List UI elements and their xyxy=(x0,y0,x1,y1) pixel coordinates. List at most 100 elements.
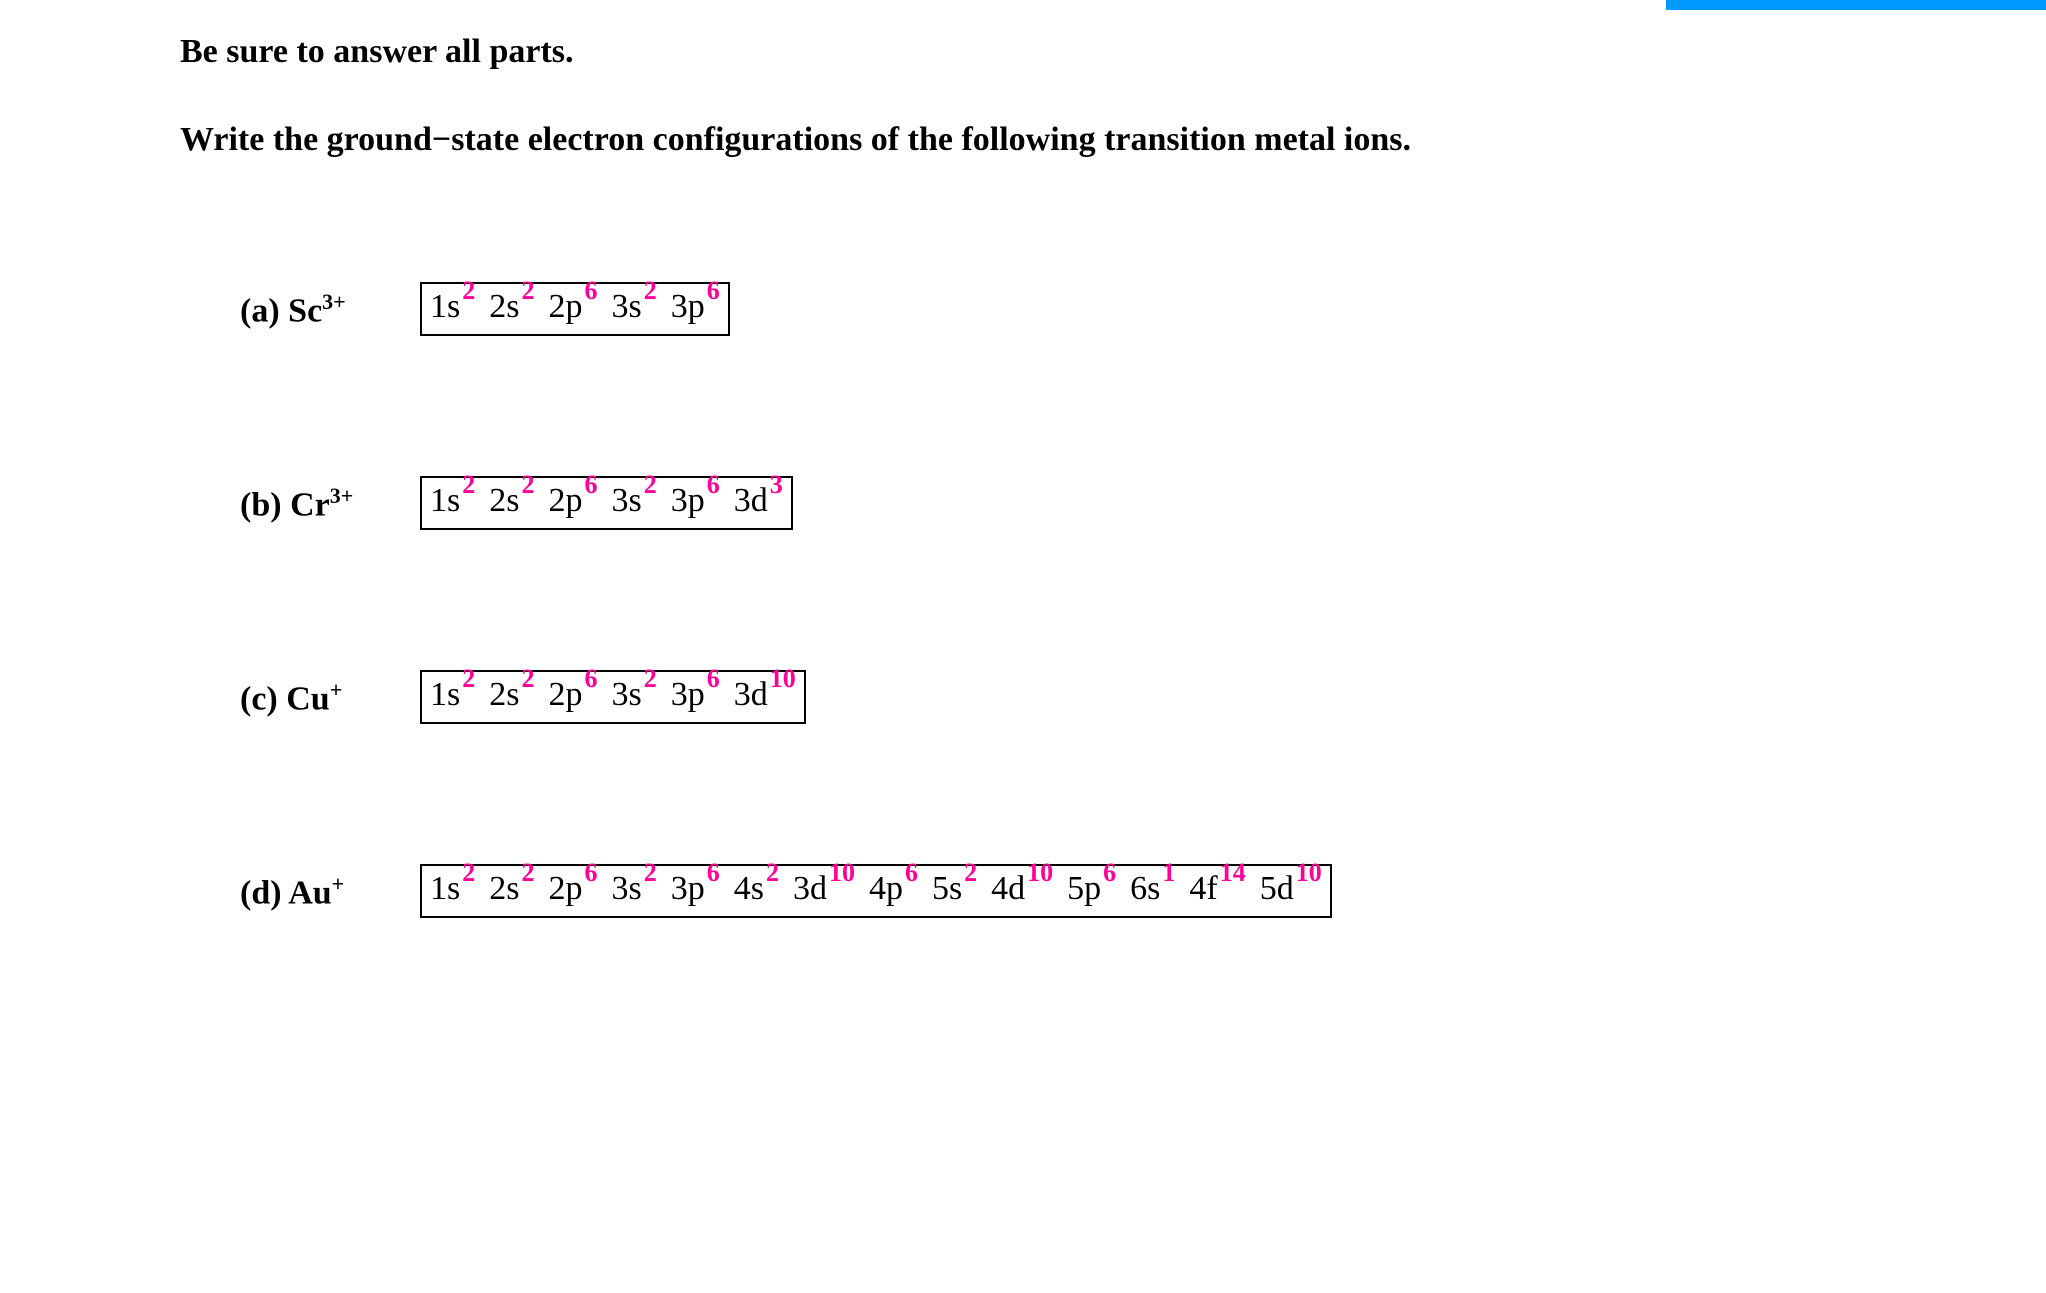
orbital: 1s2 xyxy=(430,482,475,520)
element-symbol: Cr xyxy=(290,486,330,523)
answer-box-c[interactable]: 1s2 2s2 2p6 3s2 3p6 3d10 xyxy=(420,670,806,724)
label-prefix: (b) xyxy=(240,486,290,523)
orbital-exp: 2 xyxy=(766,858,779,888)
orbital-base: 4p xyxy=(869,870,903,908)
orbital: 3p6 xyxy=(671,482,720,520)
element-symbol: Cu xyxy=(286,680,329,717)
orbital: 3s2 xyxy=(611,676,656,714)
question-row-c: (c) Cu+ 1s2 2s2 2p6 3s2 3p6 3d10 xyxy=(240,670,1986,724)
orbital-base: 3s xyxy=(611,288,641,326)
orbital-exp: 14 xyxy=(1220,858,1246,888)
orbital-base: 4d xyxy=(991,870,1025,908)
orbital-exp: 2 xyxy=(521,858,534,888)
instruction-text: Be sure to answer all parts. xyxy=(180,30,1986,74)
answer-box-d[interactable]: 1s2 2s2 2p6 3s2 3p6 4s2 3d10 4p6 5s2 4d1… xyxy=(420,864,1332,918)
orbital-base: 2p xyxy=(548,870,582,908)
prompt-text: Write the ground−state electron configur… xyxy=(180,118,1986,162)
orbital-base: 1s xyxy=(430,676,460,714)
orbital: 2s2 xyxy=(489,870,534,908)
label-prefix: (c) xyxy=(240,680,286,717)
orbital-base: 1s xyxy=(430,870,460,908)
orbital-exp: 2 xyxy=(521,470,534,500)
orbital: 2p6 xyxy=(548,288,597,326)
orbital: 3d10 xyxy=(793,870,855,908)
orbital-exp: 2 xyxy=(462,858,475,888)
orbital-base: 2s xyxy=(489,676,519,714)
orbital-base: 2p xyxy=(548,288,582,326)
orbital: 5s2 xyxy=(932,870,977,908)
orbital: 3s2 xyxy=(611,870,656,908)
orbital-base: 5s xyxy=(932,870,962,908)
orbital-exp: 2 xyxy=(462,664,475,694)
orbital-base: 5d xyxy=(1260,870,1294,908)
orbital: 4f14 xyxy=(1189,870,1245,908)
orbital: 5d10 xyxy=(1260,870,1322,908)
orbital-exp: 6 xyxy=(707,664,720,694)
orbital-exp: 2 xyxy=(644,276,657,306)
orbital-exp: 6 xyxy=(707,470,720,500)
orbital: 3d3 xyxy=(734,482,783,520)
answer-box-b[interactable]: 1s2 2s2 2p6 3s2 3p6 3d3 xyxy=(420,476,793,530)
orbital-exp: 6 xyxy=(707,276,720,306)
orbital-base: 3p xyxy=(671,870,705,908)
element-symbol: Sc xyxy=(288,292,322,329)
orbital-base: 3s xyxy=(611,482,641,520)
orbital-base: 3p xyxy=(671,676,705,714)
orbital: 4d10 xyxy=(991,870,1053,908)
charge: 3+ xyxy=(330,483,354,508)
orbital-base: 3p xyxy=(671,288,705,326)
orbital-exp: 6 xyxy=(584,470,597,500)
orbital-exp: 6 xyxy=(905,858,918,888)
orbital: 6s1 xyxy=(1130,870,1175,908)
orbital-base: 4s xyxy=(734,870,764,908)
orbital: 3p6 xyxy=(671,676,720,714)
orbital-base: 3p xyxy=(671,482,705,520)
orbital: 3d10 xyxy=(734,676,796,714)
orbital-exp: 1 xyxy=(1162,858,1175,888)
element-symbol: Au xyxy=(288,874,331,911)
orbital-exp: 10 xyxy=(1027,858,1053,888)
orbital-exp: 2 xyxy=(644,858,657,888)
orbital-base: 1s xyxy=(430,288,460,326)
orbital: 2s2 xyxy=(489,676,534,714)
orbital: 2p6 xyxy=(548,482,597,520)
orbital: 1s2 xyxy=(430,676,475,714)
orbital: 3p6 xyxy=(671,870,720,908)
question-label-a: (a) Sc3+ xyxy=(240,289,420,330)
orbital-exp: 6 xyxy=(584,858,597,888)
orbital-base: 3s xyxy=(611,870,641,908)
question-row-a: (a) Sc3+ 1s2 2s2 2p6 3s2 3p6 xyxy=(240,282,1986,336)
orbital-base: 2p xyxy=(548,676,582,714)
orbital: 1s2 xyxy=(430,288,475,326)
orbital-exp: 2 xyxy=(462,470,475,500)
orbital-exp: 2 xyxy=(521,664,534,694)
orbital-base: 5p xyxy=(1067,870,1101,908)
charge: + xyxy=(330,677,343,702)
orbital-exp: 2 xyxy=(521,276,534,306)
orbital-base: 1s xyxy=(430,482,460,520)
orbital-exp: 3 xyxy=(770,470,783,500)
orbital-base: 6s xyxy=(1130,870,1160,908)
orbital-exp: 6 xyxy=(584,276,597,306)
orbital-exp: 6 xyxy=(584,664,597,694)
label-prefix: (d) xyxy=(240,874,288,911)
question-label-d: (d) Au+ xyxy=(240,871,420,912)
answer-box-a[interactable]: 1s2 2s2 2p6 3s2 3p6 xyxy=(420,282,730,336)
orbital-exp: 6 xyxy=(707,858,720,888)
orbital: 5p6 xyxy=(1067,870,1116,908)
orbital-base: 3d xyxy=(734,676,768,714)
orbital-exp: 2 xyxy=(644,470,657,500)
orbital: 3p6 xyxy=(671,288,720,326)
orbital-exp: 2 xyxy=(964,858,977,888)
orbital: 1s2 xyxy=(430,870,475,908)
orbital-exp: 6 xyxy=(1103,858,1116,888)
question-row-b: (b) Cr3+ 1s2 2s2 2p6 3s2 3p6 3d3 xyxy=(240,476,1986,530)
orbital: 4s2 xyxy=(734,870,779,908)
orbital-base: 3d xyxy=(793,870,827,908)
orbital: 4p6 xyxy=(869,870,918,908)
orbital-exp: 2 xyxy=(462,276,475,306)
orbital-exp: 10 xyxy=(770,664,796,694)
page-root: Be sure to answer all parts. Write the g… xyxy=(0,0,2046,1293)
orbital-exp: 2 xyxy=(644,664,657,694)
orbital-base: 3d xyxy=(734,482,768,520)
